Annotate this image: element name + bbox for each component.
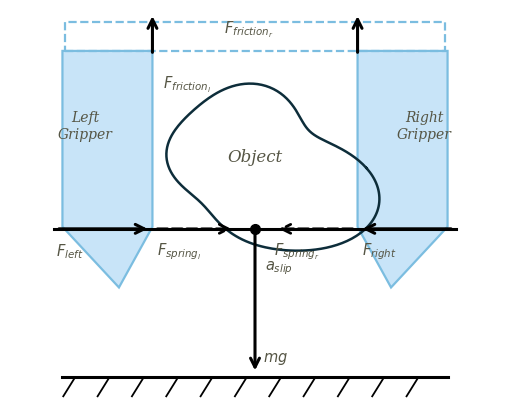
Text: $\mathit{a}_{\mathit{slip}}$: $\mathit{a}_{\mathit{slip}}$	[265, 260, 293, 277]
Text: Left
Gripper: Left Gripper	[58, 110, 112, 142]
Text: $\mathit{F}_{\mathit{friction_r}}$: $\mathit{F}_{\mathit{friction_r}}$	[223, 20, 273, 40]
Bar	[65, 21, 444, 51]
Text: $\mathit{F}_{\mathit{right}}$: $\mathit{F}_{\mathit{right}}$	[361, 241, 396, 262]
Text: $\mathit{F}_{\mathit{spring_r}}$: $\mathit{F}_{\mathit{spring_r}}$	[273, 241, 319, 262]
Text: $\mathit{F}_{\mathit{left}}$: $\mathit{F}_{\mathit{left}}$	[56, 242, 83, 261]
Polygon shape	[62, 51, 152, 287]
Polygon shape	[357, 51, 447, 287]
Text: $\mathit{mg}$: $\mathit{mg}$	[263, 351, 288, 367]
Text: Right
Gripper: Right Gripper	[397, 110, 451, 142]
Text: Object: Object	[227, 149, 282, 166]
Text: $\mathit{F}_{\mathit{friction_l}}$: $\mathit{F}_{\mathit{friction_l}}$	[162, 74, 211, 95]
Text: $\mathit{F}_{\mathit{spring_l}}$: $\mathit{F}_{\mathit{spring_l}}$	[156, 241, 201, 262]
